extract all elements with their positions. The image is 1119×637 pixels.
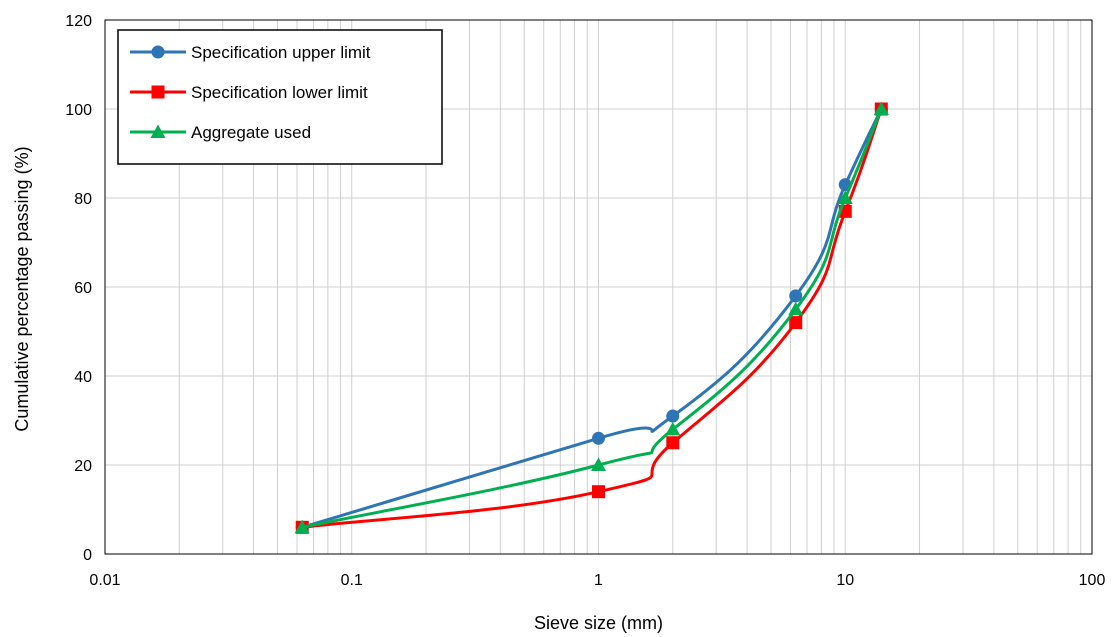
data-point [789,289,803,303]
x-tick-label: 0.01 [89,572,120,589]
y-axis-title: Cumulative percentage passing (%) [12,146,32,431]
x-tick-label: 100 [1079,572,1106,589]
legend-marker [151,45,165,59]
series-group [294,101,889,534]
y-tick-label: 40 [74,369,92,386]
legend: Specification upper limit Specification l… [117,29,443,165]
legend-label: Specification lower limit [191,83,368,102]
y-tick-label: 60 [74,280,92,297]
y-tick-label: 20 [74,458,92,475]
y-tick-label: 0 [83,547,92,564]
y-tick-label: 80 [74,191,92,208]
legend-marker [151,85,165,99]
plot-area-frame [104,19,1093,555]
legend-label: Aggregate used [191,123,311,142]
x-axis-title: Sieve size (mm) [534,613,663,633]
legend-marker [150,124,166,138]
data-point [666,409,680,423]
legend-item: Aggregate used [130,123,311,142]
tick-labels: 0.01 0.1 1 10 100 0 20 40 60 80 100 120 [65,13,1105,589]
y-tick-label: 120 [65,13,92,30]
data-point [788,301,804,316]
y-tick-label: 100 [65,102,92,119]
data-point [837,190,853,204]
legend-label: Specification upper limit [191,43,371,62]
x-tick-label: 0.1 [341,572,363,589]
data-point [591,457,606,471]
data-point [294,519,310,534]
data-point [789,316,803,330]
legend-item: Specification upper limit [130,43,371,62]
x-tick-label: 1 [594,572,603,589]
data-point [665,421,681,436]
data-point [666,436,680,450]
data-point [873,101,889,115]
series-2 [295,102,888,534]
series-3 [294,101,889,534]
data-point [592,485,605,499]
x-tick-label: 10 [836,572,854,589]
data-point [592,431,605,445]
legend-item: Specification lower limit [130,83,368,102]
